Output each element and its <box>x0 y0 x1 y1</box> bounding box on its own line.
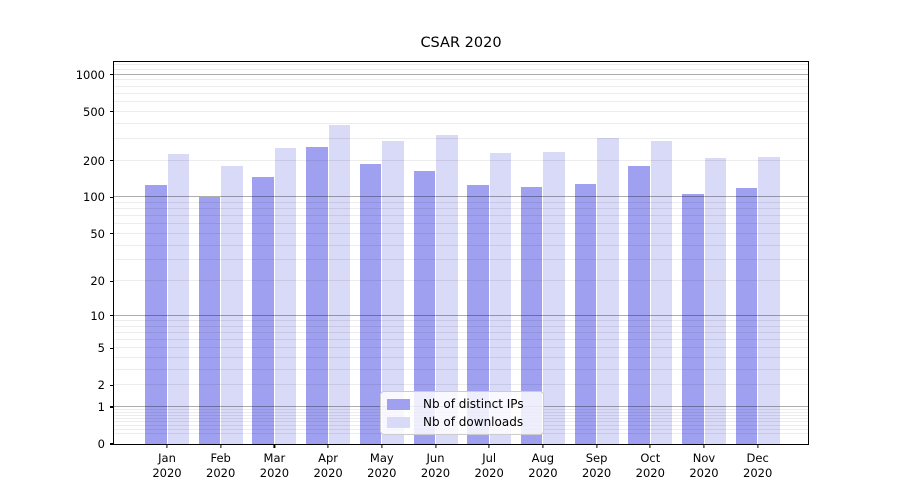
x-axis-tick <box>434 444 437 448</box>
legend-label-downloads: Nb of downloads <box>423 415 524 429</box>
y-axis-tick <box>110 111 114 113</box>
y-axis-label: 500 <box>83 104 105 119</box>
y-axis-tick <box>110 159 114 162</box>
bar-downloads-apr <box>328 124 351 444</box>
legend-item-downloads: Nb of downloads <box>387 415 535 429</box>
y-axis-label: 10 <box>90 308 105 323</box>
bar-distinct-ips-apr <box>306 146 328 444</box>
x-axis-tick <box>381 444 383 448</box>
bars-layer <box>114 62 808 444</box>
x-axis-label: Nov 2020 <box>689 451 719 480</box>
bar-distinct-ips-jun <box>413 171 435 444</box>
x-axis-label: Jul 2020 <box>474 451 504 480</box>
y-axis-tick <box>110 406 114 408</box>
bar-distinct-ips-jan <box>145 185 167 444</box>
bar-downloads-jun <box>436 135 458 444</box>
bar-downloads-jan <box>167 153 189 444</box>
y-axis-tick <box>110 280 114 282</box>
legend-swatch-downloads <box>387 416 410 428</box>
x-axis-tick <box>327 444 329 448</box>
x-axis-label: Oct 2020 <box>635 451 665 480</box>
y-axis-tick <box>110 233 114 235</box>
bar-distinct-ips-oct <box>628 166 650 444</box>
legend: Nb of distinct IPs Nb of downloads <box>380 391 544 435</box>
bar-downloads-may <box>382 140 404 444</box>
y-axis-tick <box>110 347 114 349</box>
x-axis-tick <box>757 444 759 448</box>
y-axis-tick <box>110 74 114 76</box>
y-axis-label: 2 <box>97 378 105 393</box>
y-axis-label: 20 <box>90 274 105 289</box>
legend-label-distinct-ips: Nb of distinct IPs <box>423 397 524 411</box>
y-axis-label: 100 <box>83 190 105 205</box>
bar-distinct-ips-dec <box>735 187 758 444</box>
x-axis-tick <box>596 444 598 448</box>
x-axis-label: Jan 2020 <box>152 451 182 480</box>
x-axis-tick <box>166 444 168 448</box>
x-axis-tick <box>220 444 222 448</box>
bar-distinct-ips-may <box>359 164 382 444</box>
y-axis-label: 1 <box>97 399 105 414</box>
y-axis-label: 50 <box>90 226 105 241</box>
x-axis-label: Aug 2020 <box>528 451 558 480</box>
bar-distinct-ips-jul <box>467 184 489 444</box>
plot-area: 1000 500 200 100 50 20 10 5 2 1 0 Jan 2020 Feb 2020 M… <box>76 61 809 480</box>
x-axis-tick <box>703 444 705 448</box>
bar-downloads-oct <box>650 140 673 444</box>
y-axis-label: 0 <box>97 437 105 451</box>
bar-downloads-jul <box>489 153 512 444</box>
y-axis-label: 1000 <box>75 67 105 82</box>
x-axis-label: Sep 2020 <box>581 451 612 480</box>
y-axis-label: 5 <box>97 341 105 356</box>
x-axis-label: Jun 2020 <box>420 451 451 480</box>
bar-distinct-ips-sep <box>574 184 597 444</box>
x-axis-label: Mar 2020 <box>259 451 290 480</box>
x-axis-tick <box>542 444 544 448</box>
y-axis-tick <box>110 196 114 198</box>
y-axis-tick <box>110 443 114 445</box>
legend-swatch-distinct-ips <box>387 398 410 410</box>
bar-distinct-ips-nov <box>682 194 704 444</box>
bar-downloads-mar <box>274 148 297 444</box>
legend-item-distinct-ips: Nb of distinct IPs <box>387 397 535 411</box>
bar-downloads-sep <box>597 138 619 444</box>
x-axis-label: Dec 2020 <box>743 451 773 480</box>
x-axis-tick <box>488 444 490 448</box>
bar-downloads-nov <box>704 157 726 444</box>
x-axis-label: May 2020 <box>367 451 397 480</box>
bar-downloads-dec <box>758 157 780 444</box>
x-axis-label: Apr 2020 <box>313 451 343 480</box>
y-axis-label: 200 <box>83 153 105 168</box>
x-axis-tick <box>273 444 275 448</box>
bar-distinct-ips-mar <box>252 176 274 444</box>
bar-distinct-ips-feb <box>198 197 221 444</box>
y-axis-tick <box>110 315 114 317</box>
bar-downloads-feb <box>221 165 243 444</box>
x-axis-tick <box>649 444 651 448</box>
x-axis-label: Feb 2020 <box>206 451 236 480</box>
y-axis-tick <box>110 384 114 386</box>
bar-distinct-ips-aug <box>520 187 543 444</box>
bar-downloads-aug <box>543 152 565 444</box>
chart-title: CSAR 2020 <box>420 35 502 51</box>
